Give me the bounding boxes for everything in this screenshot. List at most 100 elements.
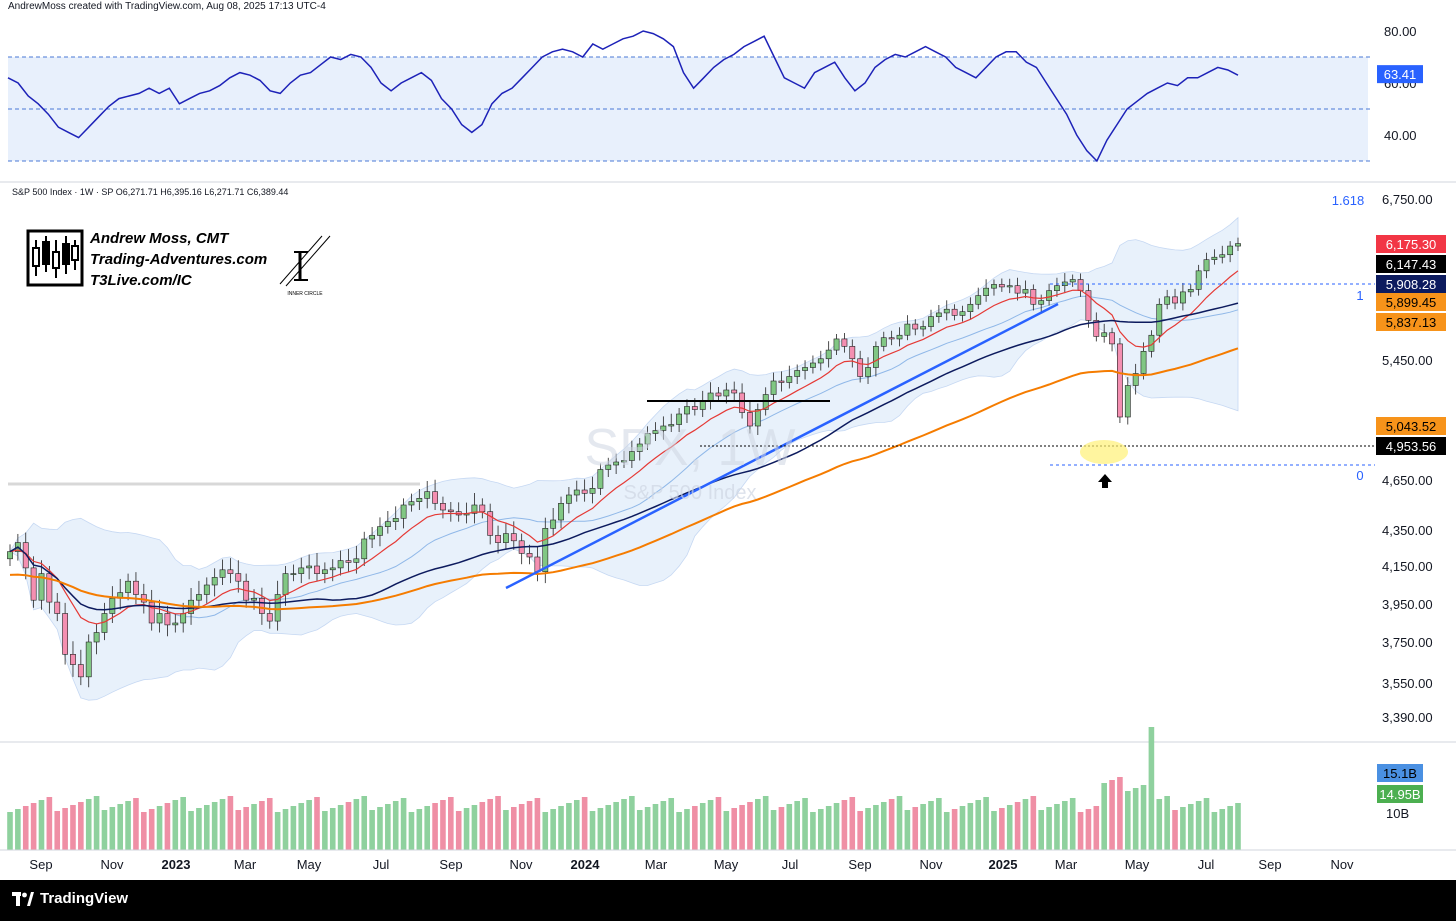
rsi-line [7, 30, 1239, 163]
candle-body [526, 553, 533, 558]
volume-bar [581, 797, 588, 850]
time-axis-label: Mar [1055, 857, 1078, 872]
candle-body [1054, 285, 1060, 291]
candle-body [754, 409, 761, 427]
volume-bar [652, 804, 659, 850]
candle-body [951, 308, 958, 316]
volume-bar [1117, 777, 1123, 850]
candle-body [747, 412, 753, 427]
candle-body [613, 461, 620, 466]
volume-bar [1046, 807, 1052, 850]
tradingview-logo[interactable]: TradingView [12, 890, 128, 907]
candle-body [1187, 289, 1194, 293]
volume-bar [440, 800, 446, 850]
volume-badge [1377, 785, 1423, 803]
volume-bar [1006, 805, 1013, 850]
volume-bar [731, 808, 738, 850]
price-badge [1376, 417, 1446, 435]
ma-long-line [9, 347, 1239, 611]
candle-body [715, 392, 722, 397]
candle-body [770, 380, 777, 395]
volume-bar [369, 810, 375, 850]
volume-bar [30, 803, 37, 850]
volume-bar [573, 800, 580, 850]
candle-body [1164, 296, 1171, 305]
candle-body [1069, 279, 1076, 283]
time-axis-label: 2024 [571, 857, 601, 872]
candle-body [865, 367, 871, 377]
volume-bar [873, 805, 879, 850]
candle-body [46, 573, 53, 603]
candle-body [778, 380, 785, 383]
candle-body [589, 488, 596, 494]
volume-bar [353, 799, 360, 850]
candle-body [345, 560, 352, 563]
candle-body [1235, 243, 1241, 247]
volume-bar [188, 811, 194, 850]
candle-body [219, 569, 226, 578]
candle-body [1077, 279, 1084, 291]
time-axis-label: Mar [645, 857, 668, 872]
candle-body [810, 362, 816, 368]
candle-body [400, 504, 407, 519]
candle-body [660, 425, 667, 431]
volume-bar [825, 806, 832, 850]
volume-bar [904, 810, 911, 850]
volume-bar [1093, 806, 1100, 850]
price-tick-label: 4,650.00 [1382, 473, 1433, 488]
candle-body [1195, 270, 1202, 290]
candle-body [7, 551, 13, 560]
volume-bar [455, 811, 462, 850]
price-tick-label: 3,550.00 [1382, 676, 1433, 691]
volume-bar [93, 796, 100, 850]
candle-body [841, 338, 848, 347]
candle-body [266, 613, 273, 622]
price-badge-label: 4,953.56 [1386, 439, 1437, 454]
volume-bar [983, 797, 989, 850]
price-badge [1376, 255, 1446, 273]
volume-bar [1172, 810, 1178, 850]
volume-bar [542, 812, 549, 850]
candle-body [888, 337, 895, 340]
price-badge-label: 5,837.13 [1386, 315, 1437, 330]
candle-body [1006, 285, 1013, 288]
volume-bar [817, 809, 824, 850]
candle-body [605, 464, 612, 470]
footer-bar: TradingView [0, 880, 1456, 921]
candle-body [1156, 303, 1163, 336]
time-axis-label: Nov [919, 857, 943, 872]
price-tick-label: 3,390.00 [1382, 710, 1433, 725]
volume-bar [1124, 791, 1131, 850]
candle-body [306, 565, 313, 569]
volume-bar [385, 804, 391, 850]
brand-name: Andrew Moss, CMT [89, 230, 230, 247]
price-pane[interactable]: 6,750.00 5,450.00 4,650.00 4,350.00 4,150.00… [7, 192, 1433, 725]
candle-body [565, 494, 572, 504]
volume-bar [920, 804, 926, 850]
price-badge [1376, 235, 1446, 253]
credit-bar: AndrewMoss created with TradingView.com,… [0, 0, 1456, 14]
time-axis-label: Sep [848, 857, 871, 872]
candle-body [408, 501, 415, 506]
volume-pane[interactable]: 15.1B 14.95B 10B [0, 727, 1456, 850]
candle-body [581, 489, 588, 494]
volume-bar [534, 798, 541, 850]
candle-body [1085, 290, 1092, 321]
volume-bar [967, 803, 974, 850]
candle-body [203, 584, 210, 595]
volume-bar [314, 797, 320, 850]
volume-bar [306, 800, 312, 850]
rsi-current-badge [1377, 65, 1423, 84]
price-badge-label: 6,147.43 [1386, 257, 1437, 272]
volume-bar [156, 806, 163, 850]
time-axis-label: Nov [1330, 857, 1354, 872]
volume-bar [1109, 780, 1115, 850]
volume-bar [747, 802, 753, 850]
candle-body [440, 503, 446, 511]
candle-body [70, 653, 76, 665]
time-axis-label: 2025 [989, 857, 1018, 872]
time-axis[interactable]: Sep Nov 2023 Mar May Jul Sep Nov 2024 Mar May Jul Se… [0, 849, 1456, 872]
candle-body [1038, 300, 1045, 305]
